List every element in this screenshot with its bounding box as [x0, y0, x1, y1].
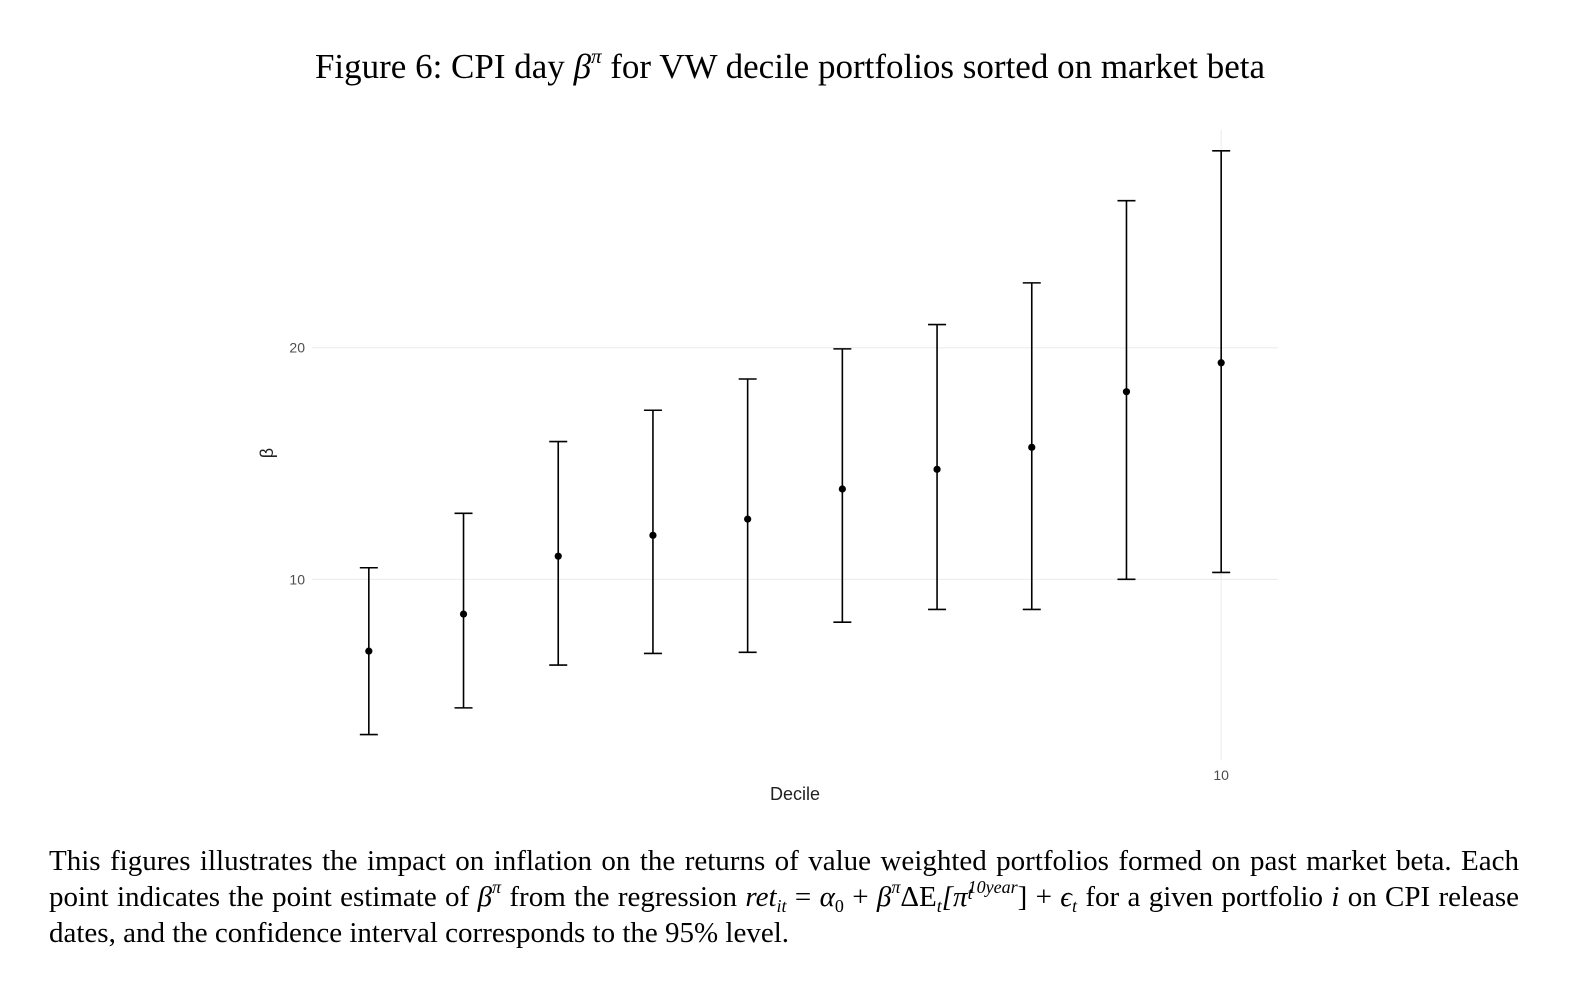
figure-title-pi: π	[591, 44, 602, 68]
formula-delta: ΔE	[900, 881, 937, 913]
formula-ret: ret	[745, 881, 777, 913]
caption-beta: β	[477, 881, 493, 913]
errorbar-chart: 10 20 10 β Decile	[257, 130, 1278, 804]
figure-title-beta: β	[573, 47, 591, 86]
point-estimate-decile-7	[933, 465, 941, 473]
formula-t: t	[936, 896, 942, 916]
formula-zero: 0	[834, 896, 844, 916]
formula-plus1: +	[852, 881, 869, 913]
formula-bracket-open: [π	[941, 881, 968, 913]
point-estimate-decile-3	[554, 552, 562, 560]
formula-t3: t	[1071, 896, 1077, 916]
x-tick-labels: 10	[1213, 767, 1229, 783]
y-axis-label: β	[257, 448, 277, 458]
figure-caption: This figures illustrates the impact on i…	[49, 843, 1519, 951]
formula-eq: =	[794, 881, 812, 913]
grid-lines	[312, 130, 1278, 760]
formula-10year: 10year	[967, 877, 1018, 897]
point-estimate-decile-2	[459, 610, 468, 618]
point-estimate-decile-6	[838, 485, 846, 493]
caption-part3: for a given portfolio	[1085, 881, 1323, 913]
y-tick-labels: 10 20	[289, 340, 305, 588]
formula-beta: β	[876, 881, 892, 913]
x-axis-label: Decile	[770, 784, 820, 804]
point-estimate-decile-5	[744, 515, 752, 523]
formula-epsilon: ϵ	[1060, 881, 1072, 913]
formula-alpha: α	[819, 881, 835, 913]
figure-title: Figure 6: CPI day βπ for VW decile portf…	[0, 44, 1580, 87]
point-estimate-decile-10	[1217, 359, 1225, 367]
y-tick-label-10: 10	[289, 571, 305, 587]
caption-part2: from the regression	[509, 881, 738, 913]
point-estimate-decile-4	[649, 531, 657, 539]
point-estimates	[365, 359, 1225, 655]
x-tick-label-10: 10	[1213, 767, 1229, 783]
figure-title-suffix: for VW decile portfolios sorted on marke…	[610, 47, 1266, 86]
point-estimate-decile-9	[1122, 388, 1131, 396]
formula-it: it	[776, 896, 787, 916]
formula-subsup: 10year t	[967, 877, 1018, 903]
formula-pi: π	[891, 877, 901, 897]
formula-plus2: +	[1035, 881, 1052, 913]
point-estimate-decile-1	[365, 647, 373, 655]
caption-pi: π	[492, 877, 502, 897]
caption-part1: This figures illustrates the impact on i…	[49, 845, 1519, 913]
formula-bracket-close: ]	[1017, 881, 1028, 913]
caption-portfolio-i: i	[1331, 881, 1340, 913]
error-bars	[359, 150, 1231, 736]
point-estimate-decile-8	[1028, 443, 1036, 451]
figure-title-prefix: Figure 6: CPI day	[314, 47, 565, 86]
y-tick-label-20: 20	[289, 340, 305, 356]
caption-part4: on CPI release dates, and the confidence…	[49, 881, 1520, 949]
